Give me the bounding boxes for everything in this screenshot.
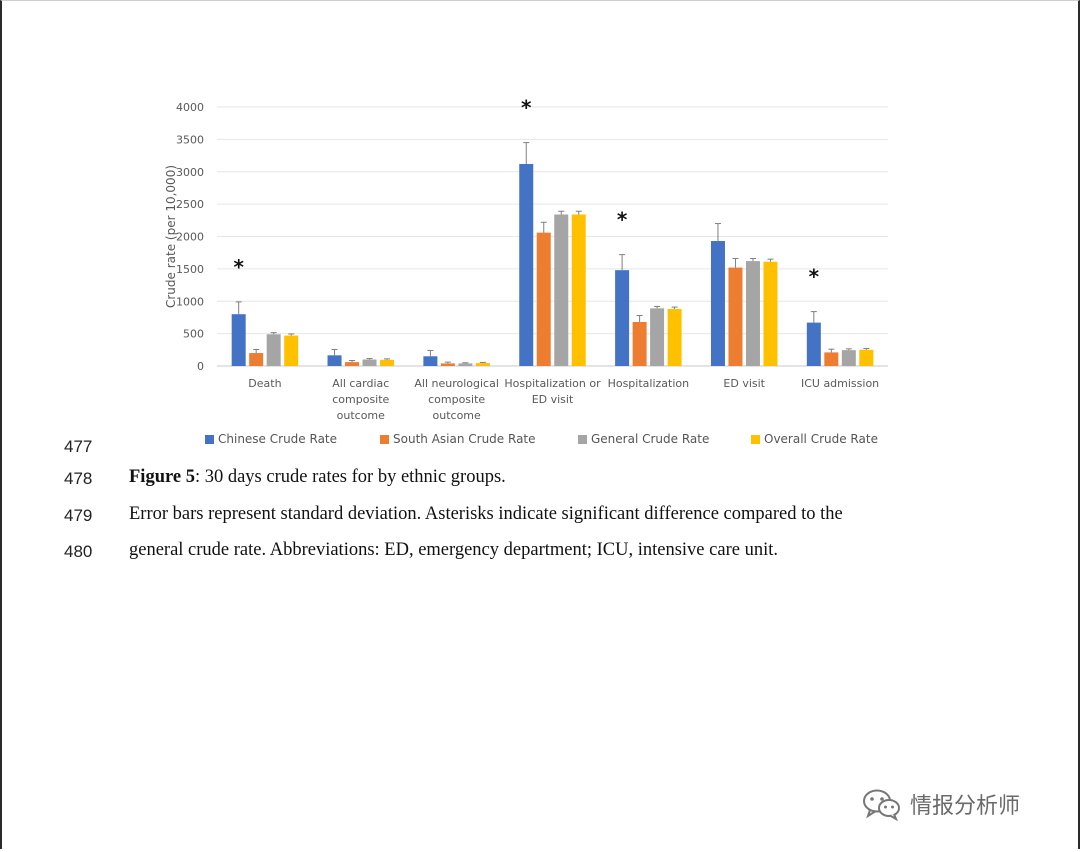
bar bbox=[475, 363, 490, 366]
wechat-icon bbox=[863, 789, 900, 821]
bar bbox=[327, 355, 342, 366]
legend-label: General Crude Rate bbox=[591, 432, 710, 446]
bar bbox=[710, 241, 725, 366]
bar bbox=[763, 261, 778, 366]
figure-note-line-1: Error bars represent standard deviation.… bbox=[129, 504, 843, 524]
legend-swatch bbox=[205, 434, 214, 444]
x-tick-label: Death bbox=[248, 377, 281, 390]
legend-item: General Crude Rate bbox=[578, 432, 709, 446]
y-tick-label: 2000 bbox=[176, 231, 204, 244]
significance-asterisk: * bbox=[521, 96, 532, 120]
y-tick-label: 3500 bbox=[176, 133, 204, 146]
x-tick-label: Hospitalization or bbox=[504, 377, 601, 390]
legend-item: South Asian Crude Rate bbox=[380, 432, 536, 446]
watermark-text: 情报分析师 bbox=[910, 794, 1021, 819]
bar bbox=[632, 321, 647, 366]
bar bbox=[571, 214, 586, 366]
bar bbox=[667, 309, 682, 366]
y-tick-label: 3000 bbox=[176, 166, 204, 179]
figure-label: Figure 5 bbox=[129, 467, 195, 487]
line-number-480: 480 bbox=[64, 542, 93, 561]
bar bbox=[231, 314, 246, 366]
x-tick-label: All cardiac bbox=[332, 377, 389, 390]
legend-swatch bbox=[380, 434, 389, 444]
bar bbox=[362, 359, 377, 366]
significance-asterisk: * bbox=[617, 208, 628, 232]
bar-chart: 0 500 1000 1500 2000 2500 3000 3500 4000 Crude ra… bbox=[164, 96, 888, 422]
bar bbox=[249, 353, 264, 366]
bar bbox=[554, 214, 569, 366]
bar bbox=[440, 363, 455, 366]
bar bbox=[266, 334, 281, 366]
y-tick-label: 2500 bbox=[176, 198, 204, 211]
bar bbox=[423, 356, 438, 366]
figure-note-line-2: general crude rate. Abbreviations: ED, e… bbox=[129, 540, 778, 560]
x-tick-label: composite bbox=[428, 393, 485, 406]
figure-caption-text: : 30 days crude rates for by ethnic grou… bbox=[194, 467, 506, 487]
line-number-478: 478 bbox=[64, 469, 93, 488]
bar bbox=[284, 335, 299, 366]
legend-label: Overall Crude Rate bbox=[764, 432, 878, 446]
bar bbox=[824, 352, 839, 366]
bar bbox=[806, 322, 821, 366]
bar bbox=[745, 261, 760, 366]
legend-item: Chinese Crude Rate bbox=[205, 432, 337, 446]
x-tick-label: outcome bbox=[433, 409, 482, 422]
y-tick-label: 4000 bbox=[176, 101, 204, 114]
bar bbox=[650, 308, 665, 366]
y-tick-label: 0 bbox=[197, 360, 204, 373]
legend-swatch bbox=[578, 434, 587, 444]
figure-caption: Figure 5: 30 days crude rates for by eth… bbox=[129, 467, 506, 488]
y-tick-label: 1500 bbox=[176, 263, 204, 276]
legend-swatch bbox=[751, 434, 760, 444]
bar bbox=[380, 359, 395, 366]
y-tick-label: 1000 bbox=[176, 295, 204, 308]
bar bbox=[458, 363, 473, 366]
bar bbox=[841, 350, 856, 366]
watermark: 情报分析师 bbox=[862, 786, 1020, 822]
x-tick-label: Hospitalization bbox=[608, 377, 690, 390]
significance-asterisk: * bbox=[809, 265, 820, 289]
significance-asterisk: * bbox=[233, 255, 244, 279]
line-number-477: 477 bbox=[64, 437, 93, 456]
x-tick-label: ICU admission bbox=[801, 377, 879, 390]
y-tick-label: 500 bbox=[183, 328, 204, 341]
x-tick-label: All neurological bbox=[414, 377, 499, 390]
bar bbox=[615, 270, 630, 366]
y-axis-label: Crude rate (per 10,000) bbox=[164, 165, 178, 308]
bar bbox=[536, 232, 551, 366]
x-tick-label: outcome bbox=[337, 409, 386, 422]
legend-label: Chinese Crude Rate bbox=[218, 432, 338, 446]
x-tick-label: ED visit bbox=[723, 377, 765, 390]
line-number-479: 479 bbox=[64, 506, 93, 525]
legend-item: Overall Crude Rate bbox=[751, 432, 878, 446]
bar bbox=[859, 349, 874, 366]
bar bbox=[728, 267, 743, 366]
x-tick-label: ED visit bbox=[532, 393, 574, 406]
legend-label: South Asian Crude Rate bbox=[393, 432, 536, 446]
bar bbox=[519, 163, 534, 366]
bar bbox=[345, 362, 360, 366]
x-tick-label: composite bbox=[332, 393, 389, 406]
